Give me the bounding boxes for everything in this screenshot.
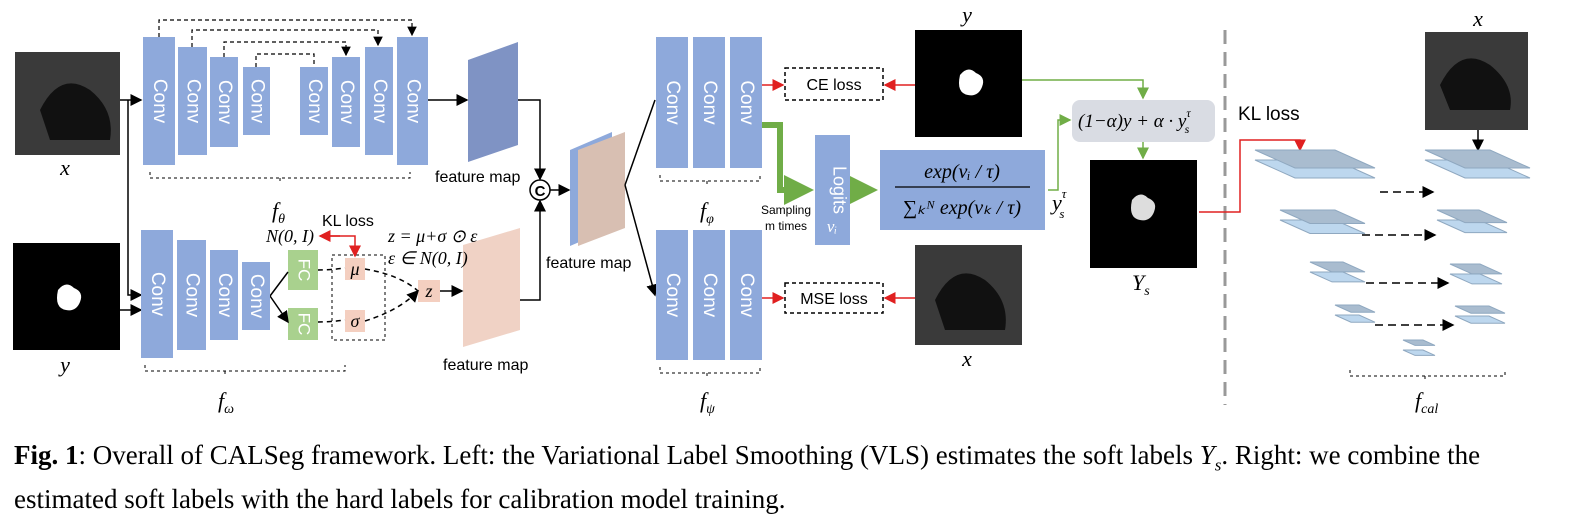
- label: fθ: [272, 198, 285, 227]
- conv-block: [332, 57, 360, 147]
- conv-block: [177, 240, 206, 350]
- conv-label: Conv: [181, 273, 202, 318]
- label: yτ s: [1050, 186, 1068, 221]
- caption-math: Y: [1199, 440, 1215, 470]
- conv-block: [730, 37, 762, 168]
- label: C: [535, 183, 546, 200]
- conv-label: Conv: [214, 273, 235, 318]
- formula: ∑ₖᴺ exp(νₖ / τ): [903, 197, 1021, 219]
- label: σ: [351, 311, 361, 331]
- label: feature map: [546, 255, 631, 272]
- label: N(0, I): [265, 226, 314, 247]
- layer: [1402, 339, 1436, 346]
- layer: [1424, 149, 1531, 169]
- label: feature map: [443, 357, 528, 374]
- label: fψ: [700, 388, 715, 417]
- layer: [1334, 304, 1376, 313]
- label: Ys: [1132, 270, 1150, 299]
- label: y: [960, 2, 972, 27]
- label: νᵢ: [827, 217, 837, 236]
- label: KL loss: [322, 213, 374, 230]
- conv-block: [656, 230, 688, 360]
- layout-shapes: [13, 19, 1528, 405]
- label: μ: [349, 259, 359, 279]
- conv-block: [243, 67, 270, 135]
- conv-label: Conv: [402, 79, 423, 124]
- conv-label: Conv: [149, 79, 170, 124]
- conv-label: Conv: [736, 273, 757, 318]
- caption-math: s: [1214, 455, 1222, 475]
- caption-text: : Overall of CALSeg framework. Left: the…: [78, 440, 1200, 470]
- conv-label: Conv: [304, 79, 325, 124]
- label: ε ∈ N(0, I): [388, 248, 468, 269]
- conv-block: [300, 67, 328, 135]
- label: x: [961, 346, 972, 371]
- label: fφ: [700, 198, 714, 227]
- conv-block: [656, 37, 688, 168]
- layer: [1402, 349, 1436, 356]
- label: MSE loss: [800, 291, 868, 308]
- label: CE loss: [806, 77, 861, 94]
- conv-label: Conv: [699, 273, 720, 318]
- conv-block: [210, 57, 238, 147]
- layer: [1449, 273, 1503, 285]
- layer: [1454, 305, 1506, 314]
- label: fω: [218, 388, 234, 417]
- label: FC: [295, 313, 314, 336]
- caption-label: Fig. 1: [14, 440, 79, 470]
- caption: Fig. 1: Overall of CALSeg framework. Lef…: [14, 438, 1564, 516]
- conv-label: Conv: [246, 274, 267, 319]
- layer: [1309, 261, 1366, 273]
- figure: Conv Conv Conv Conv Conv Conv Conv Conv Conv Conv…: [13, 2, 1531, 417]
- conv-label: Conv: [336, 80, 357, 125]
- formula: exp(νᵢ / τ): [924, 161, 1000, 183]
- conv-block: [141, 230, 173, 358]
- conv-label: Conv: [699, 80, 720, 125]
- label: feature map: [435, 169, 520, 186]
- label: fcal: [1415, 388, 1438, 417]
- conv-label: Conv: [662, 273, 683, 318]
- calibration-model: [1254, 149, 1531, 356]
- conv-block: [178, 47, 207, 155]
- conv-label: Conv: [369, 79, 390, 124]
- conv-block: [143, 37, 175, 165]
- label: Logits: [829, 166, 849, 214]
- layer: [1436, 209, 1508, 224]
- label: FC: [295, 259, 314, 282]
- label: z: [424, 281, 432, 301]
- label: KL loss: [1238, 104, 1300, 125]
- conv-blocks: Conv Conv Conv Conv Conv Conv Conv Conv Conv Conv…: [141, 37, 762, 360]
- conv-label: Conv: [246, 79, 267, 124]
- conv-block: [397, 37, 428, 165]
- conv-label: Conv: [662, 80, 683, 125]
- label: x: [59, 155, 70, 180]
- conv-label: Conv: [182, 79, 203, 124]
- label: z = μ+σ ⊙ ε: [387, 226, 478, 246]
- label: y: [58, 352, 70, 377]
- label: Sampling: [761, 203, 811, 217]
- conv-block: [210, 250, 238, 340]
- conv-block: [730, 230, 762, 360]
- layer: [1334, 314, 1376, 323]
- conv-block: [365, 47, 393, 155]
- conv-block: [693, 37, 725, 168]
- layer: [1279, 209, 1366, 224]
- label: m times: [765, 219, 807, 233]
- caption-text: . Right: we combine the estimated soft l…: [14, 440, 1481, 515]
- layer: [1454, 315, 1506, 324]
- layer: [1449, 263, 1503, 275]
- conv-block: [242, 262, 270, 330]
- conv-block: [693, 230, 725, 360]
- formula: (1−α)y + α · yτ s: [1078, 106, 1191, 136]
- labels: x y fθ fω fφ fψ fcal feature map feature…: [58, 2, 1483, 417]
- layer: [1254, 149, 1376, 169]
- conv-label: Conv: [214, 80, 235, 125]
- conv-label: Conv: [736, 80, 757, 125]
- conv-label: Conv: [147, 272, 168, 317]
- layer: [1309, 271, 1366, 283]
- label: x: [1472, 6, 1483, 31]
